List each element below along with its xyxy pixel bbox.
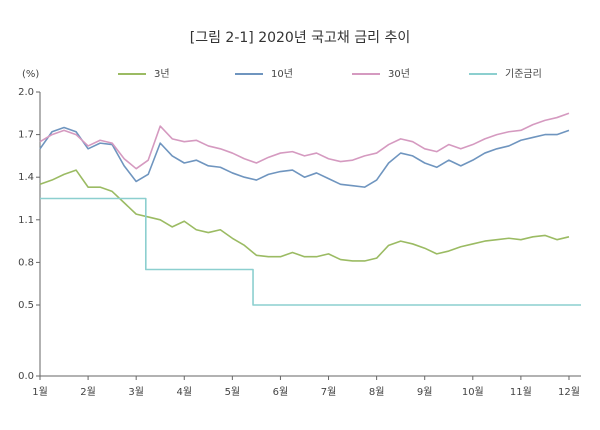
y-tick-label: 1.1 — [18, 215, 34, 226]
x-tick-label: 11월 — [510, 386, 532, 398]
x-tick-label: 10월 — [462, 386, 484, 398]
x-tick-label: 1월 — [32, 386, 48, 398]
y-tick-label: 0.8 — [18, 257, 34, 268]
series-line — [40, 197, 581, 306]
legend-label: 3년 — [154, 68, 170, 80]
x-tick-label: 2월 — [80, 386, 96, 398]
y-tick-label: 0.5 — [18, 300, 34, 311]
x-tick-label: 5월 — [225, 386, 241, 398]
x-tick-label: 4월 — [176, 386, 192, 398]
y-tick-label: 1.7 — [18, 130, 34, 141]
x-tick-label: 12월 — [558, 386, 580, 398]
x-tick-label: 6월 — [273, 386, 289, 398]
x-tick-label: 9월 — [417, 386, 433, 398]
chart-title: [그림 2-1] 2020년 국고채 금리 추이 — [190, 30, 410, 46]
x-tick-label: 8월 — [369, 386, 385, 398]
legend-label: 30년 — [388, 68, 410, 80]
series-line — [39, 126, 570, 188]
legend-label: 기준금리 — [505, 68, 542, 80]
legend-label: 10년 — [271, 68, 293, 80]
y-axis-label: (%) — [22, 69, 39, 80]
y-tick-label: 0.0 — [18, 371, 34, 382]
series-line — [39, 169, 570, 262]
y-tick-label: 1.4 — [18, 172, 34, 183]
series-line — [39, 112, 570, 170]
x-tick-label: 7월 — [321, 386, 337, 398]
x-tick-label: 3월 — [128, 386, 144, 398]
y-tick-label: 2.0 — [18, 87, 34, 98]
